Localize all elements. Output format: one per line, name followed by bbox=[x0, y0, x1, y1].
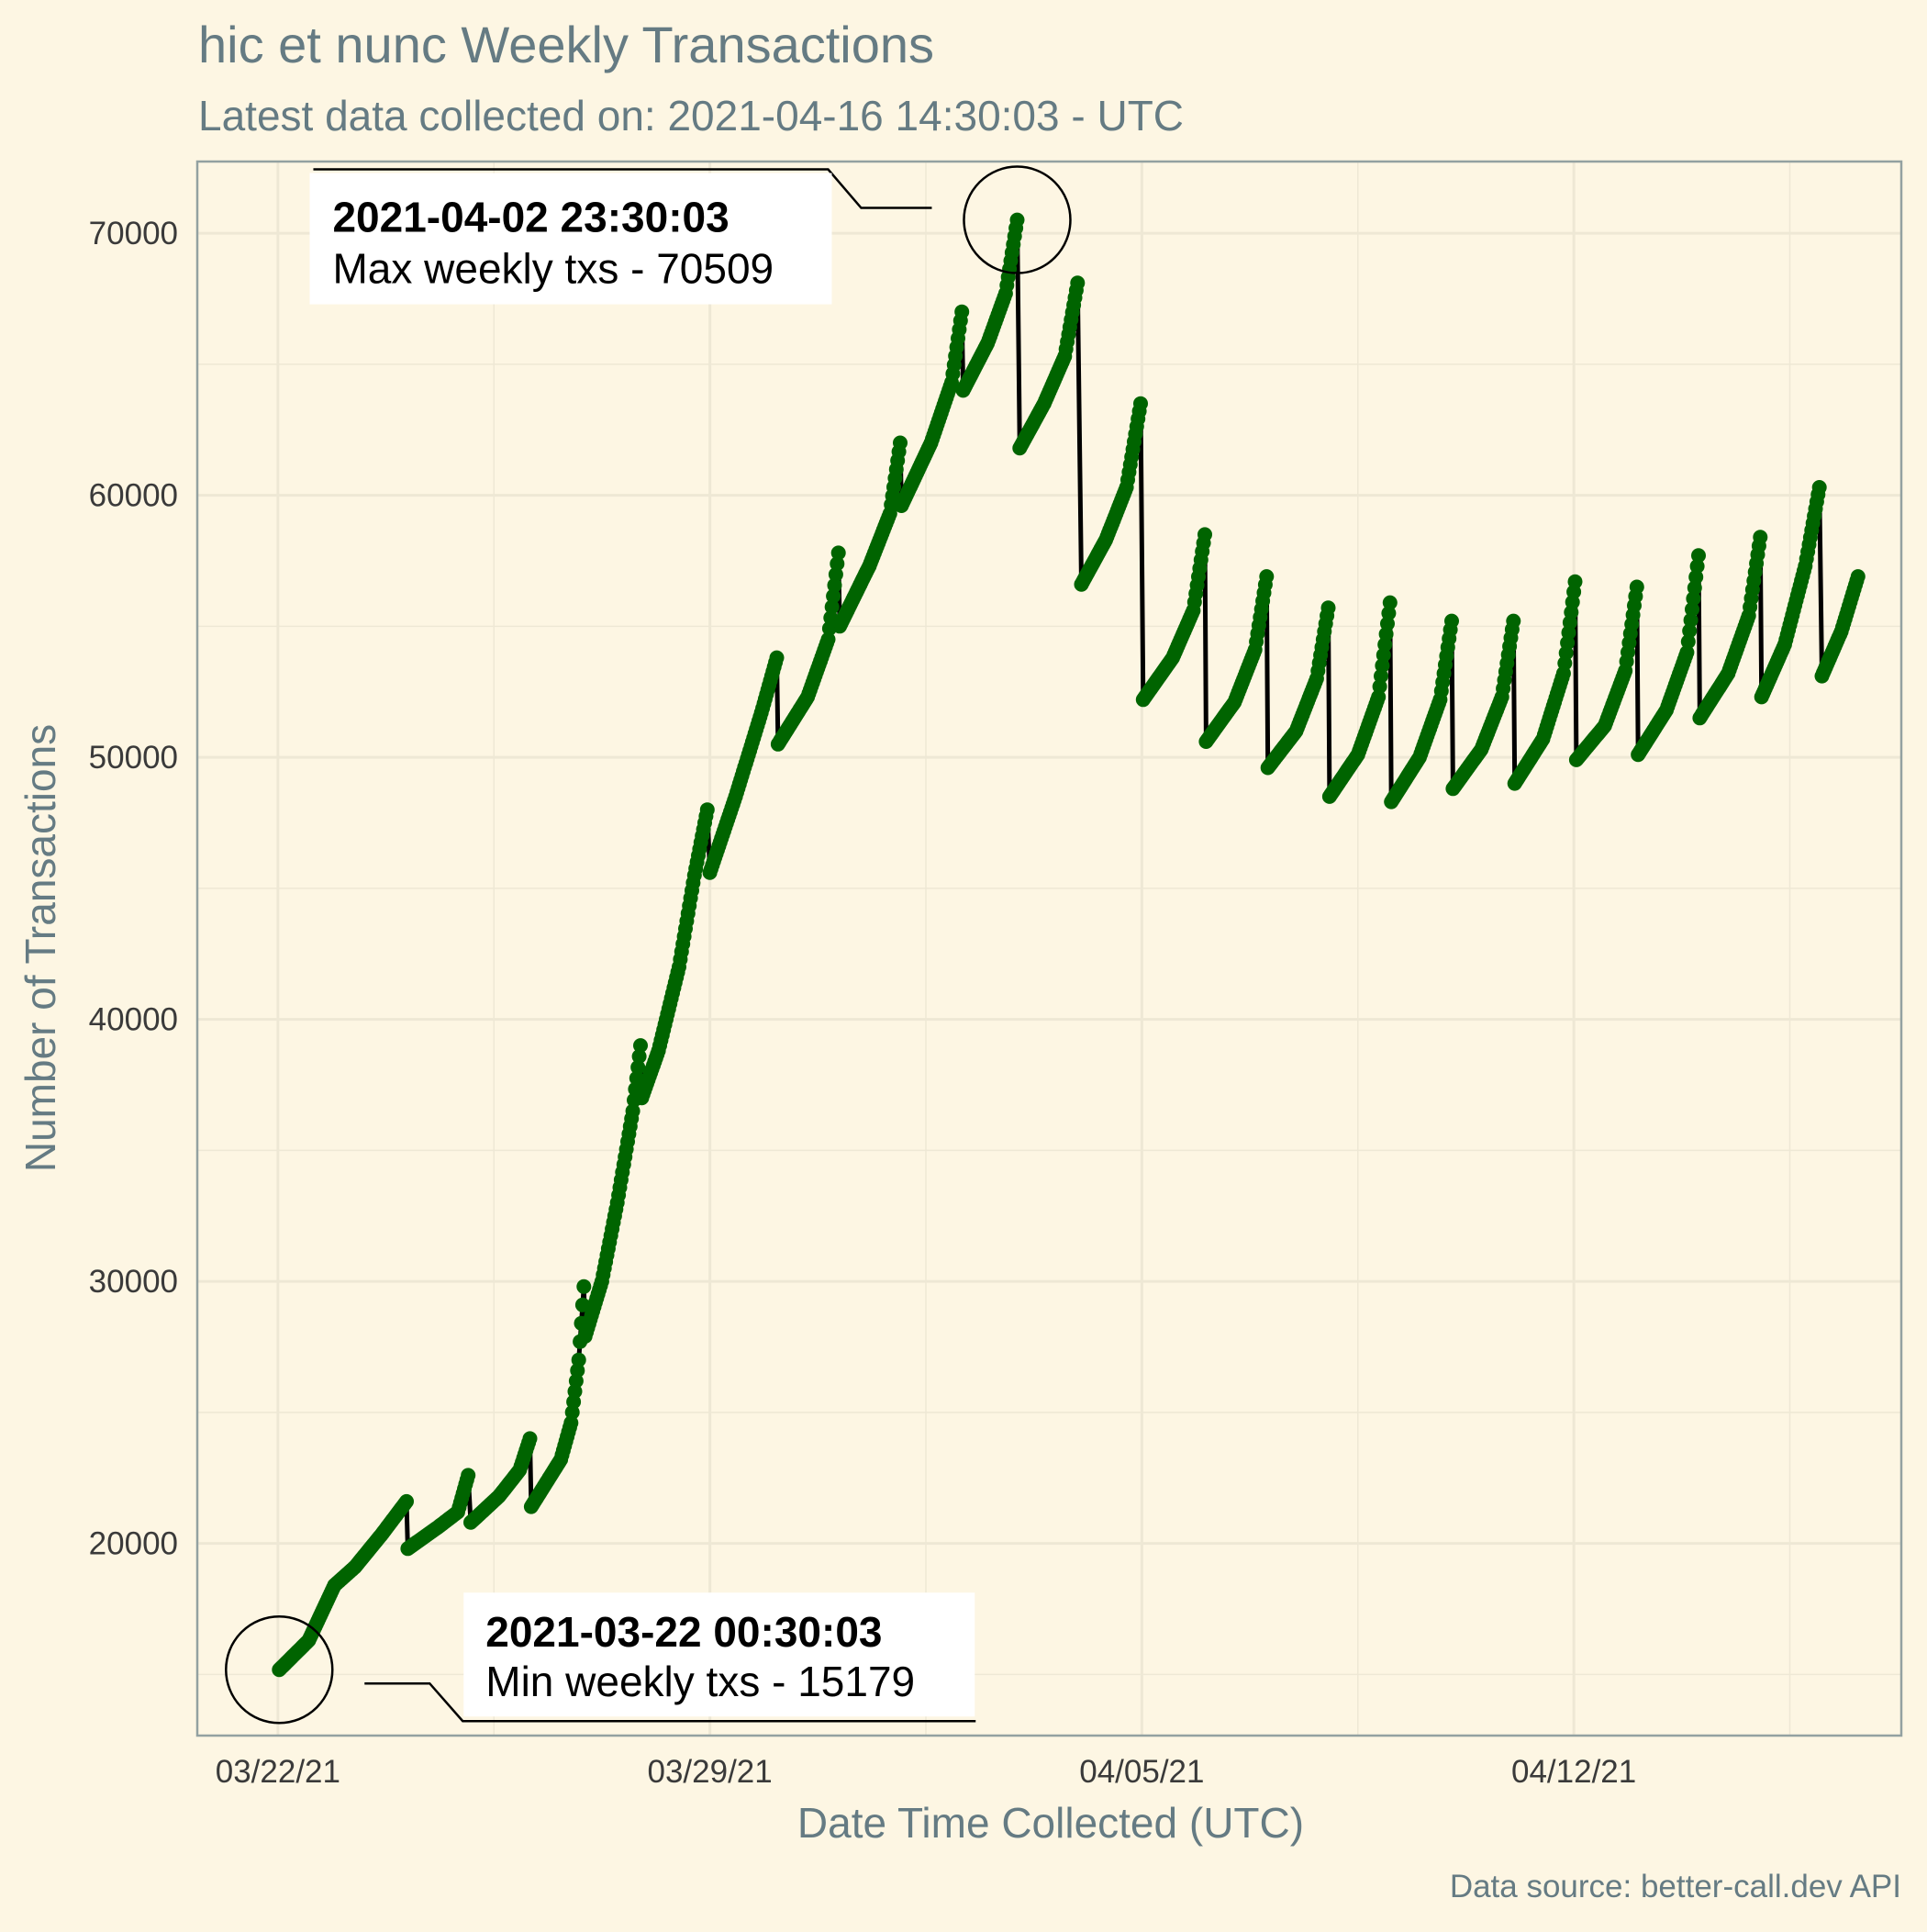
y-tick-label: 30000 bbox=[89, 1264, 178, 1300]
data-point bbox=[1682, 623, 1698, 639]
data-point bbox=[830, 556, 845, 572]
data-point bbox=[576, 1279, 592, 1294]
data-point bbox=[827, 577, 842, 593]
data-point bbox=[1070, 275, 1086, 291]
data-point bbox=[954, 304, 970, 319]
data-point bbox=[1685, 601, 1699, 617]
data-point bbox=[769, 650, 785, 665]
data-point bbox=[399, 1493, 414, 1509]
data-point bbox=[1382, 595, 1398, 610]
min-label-value: Min weekly txs - 15179 bbox=[485, 1658, 915, 1705]
y-tick-label: 60000 bbox=[89, 478, 178, 514]
data-point bbox=[1133, 396, 1148, 411]
x-tick-label: 04/12/21 bbox=[1511, 1754, 1636, 1790]
data-point bbox=[1506, 613, 1521, 629]
data-point bbox=[1629, 579, 1644, 595]
data-point bbox=[828, 566, 843, 582]
data-point bbox=[1680, 634, 1696, 650]
axis-ticks: 20000 30000 40000 50000 60000 70000 03/22/21 03… bbox=[89, 216, 1637, 1790]
max-label-box bbox=[309, 173, 832, 305]
min-marker-circle bbox=[225, 1614, 334, 1725]
data-point bbox=[522, 1431, 538, 1446]
data-point bbox=[1687, 580, 1702, 596]
data-point bbox=[1686, 591, 1701, 607]
data-point bbox=[1320, 600, 1336, 616]
y-tick-label: 20000 bbox=[89, 1526, 178, 1562]
min-leader-line bbox=[364, 1681, 976, 1723]
min-label-box bbox=[463, 1592, 975, 1717]
grid bbox=[198, 162, 1900, 1735]
data-point bbox=[1567, 574, 1583, 589]
data-point bbox=[826, 588, 841, 604]
data-point bbox=[1753, 530, 1768, 545]
max-label-date: 2021-04-02 23:30:03 bbox=[332, 194, 729, 241]
data-point bbox=[461, 1468, 476, 1483]
chart-subtitle: Latest data collected on: 2021-04-16 14:… bbox=[198, 92, 1184, 140]
data-point bbox=[631, 1049, 647, 1064]
series-line bbox=[277, 218, 1861, 1671]
data-point bbox=[824, 599, 840, 615]
data-point bbox=[1689, 559, 1705, 574]
chart-title: hic et nunc Weekly Transactions bbox=[198, 16, 934, 73]
data-point bbox=[820, 631, 836, 647]
x-tick-label: 03/22/21 bbox=[216, 1754, 340, 1790]
data-point bbox=[699, 802, 715, 818]
min-label-date: 2021-03-22 00:30:03 bbox=[485, 1608, 882, 1656]
data-point bbox=[625, 1103, 640, 1119]
y-axis-title: Number of Transactions bbox=[17, 724, 64, 1172]
max-leader-line bbox=[313, 168, 932, 209]
data-point bbox=[830, 545, 846, 561]
data-point bbox=[571, 1352, 586, 1368]
data-point bbox=[1811, 480, 1827, 495]
max-marker-circle bbox=[963, 165, 1072, 274]
x-tick-label: 04/05/21 bbox=[1079, 1754, 1204, 1790]
panel-border bbox=[195, 160, 1903, 1737]
data-point bbox=[893, 435, 908, 451]
data-point bbox=[1197, 527, 1212, 542]
data-point bbox=[1850, 569, 1866, 585]
x-tick-label: 03/29/21 bbox=[647, 1754, 772, 1790]
data-point bbox=[1009, 212, 1025, 228]
data-point bbox=[1444, 613, 1459, 629]
y-tick-label: 40000 bbox=[89, 1002, 178, 1038]
data-point bbox=[1683, 612, 1699, 628]
data-layer bbox=[272, 212, 1866, 1678]
y-tick-label: 70000 bbox=[89, 216, 178, 251]
data-point bbox=[633, 1038, 648, 1054]
chart-caption: Data source: better-call.dev API bbox=[1450, 1869, 1901, 1904]
data-point bbox=[630, 1059, 646, 1075]
data-point bbox=[1688, 569, 1704, 585]
x-axis-title: Date Time Collected (UTC) bbox=[797, 1799, 1304, 1847]
y-tick-label: 50000 bbox=[89, 740, 178, 776]
data-point bbox=[1259, 569, 1275, 585]
data-point bbox=[1679, 644, 1695, 660]
data-point bbox=[1691, 548, 1706, 564]
max-label-value: Max weekly txs - 70509 bbox=[332, 245, 774, 293]
